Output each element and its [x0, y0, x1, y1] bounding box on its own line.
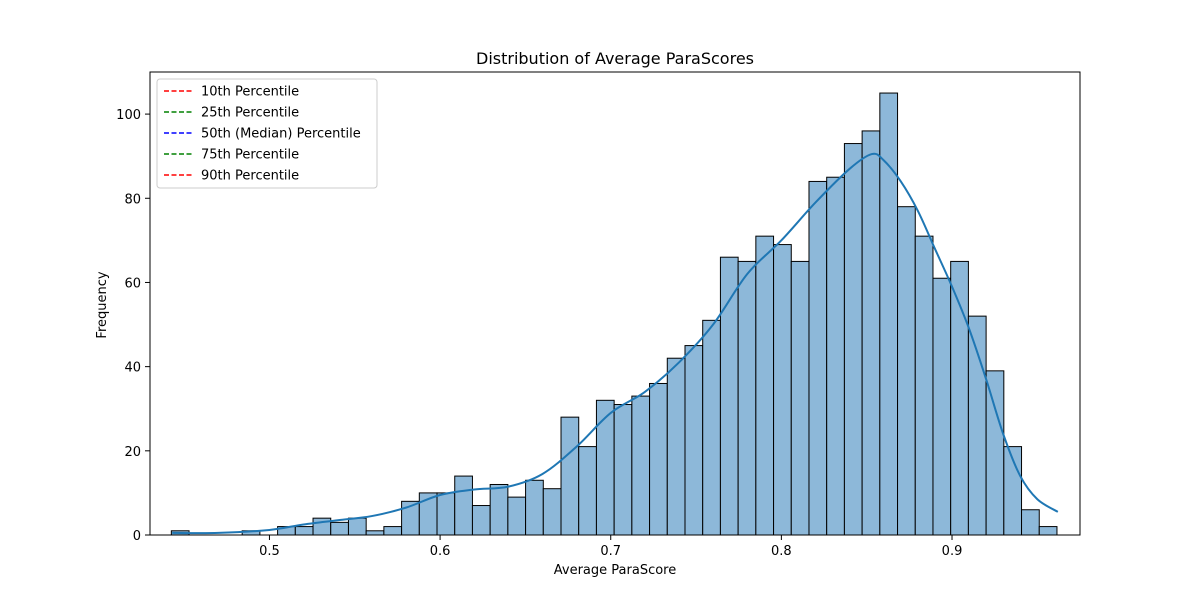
y-tick-label: 60	[124, 276, 141, 291]
histogram-bar	[347, 517, 367, 536]
histogram-bar	[985, 370, 1005, 536]
histogram-bar	[684, 345, 704, 536]
histogram-bar	[595, 399, 615, 536]
histogram-bar	[294, 526, 314, 536]
y-tick-label: 40	[124, 361, 141, 376]
y-tick-label: 80	[124, 192, 141, 207]
histogram-bar	[525, 479, 544, 536]
histogram-bar	[578, 446, 597, 536]
histogram-bar	[826, 176, 845, 536]
histogram-bar	[790, 260, 810, 536]
histogram-bar	[631, 395, 651, 536]
x-tick-label: 0.9	[942, 544, 963, 559]
histogram-bar	[649, 382, 668, 536]
legend-box	[156, 78, 378, 189]
y-tick-label: 0	[133, 529, 141, 544]
legend-label: 10th Percentile	[201, 85, 299, 100]
x-tick-label: 0.6	[430, 544, 451, 559]
histogram-bar	[808, 180, 828, 536]
histogram-bar	[932, 277, 952, 536]
plot-frame	[149, 71, 1081, 536]
histogram-bar	[507, 496, 527, 536]
x-tick-label: 0.5	[259, 544, 280, 559]
histogram-bar	[861, 130, 881, 536]
histogram-bar	[755, 235, 775, 536]
histogram-bar	[489, 483, 509, 536]
histogram-bar	[542, 488, 562, 536]
histogram-bar	[1038, 526, 1058, 536]
histogram-bar	[737, 260, 757, 536]
histogram-bar	[383, 526, 403, 536]
legend: 10th Percentile 25th Percentile 50th (Medi…	[156, 78, 378, 189]
x-axis-label: Average ParaScore	[554, 563, 676, 578]
histogram-bar	[613, 404, 633, 536]
histogram-bar	[436, 492, 456, 536]
histogram-bar	[843, 143, 863, 536]
y-tick-label: 100	[116, 108, 141, 123]
histogram-bar	[454, 475, 473, 536]
y-axis-label: Frequency	[95, 271, 110, 338]
x-tick-label: 0.7	[600, 544, 621, 559]
histogram-bar	[1021, 509, 1040, 536]
histogram-bar	[702, 319, 721, 536]
histogram-bar	[914, 235, 934, 536]
kde-line	[172, 152, 1059, 535]
histogram-bar	[967, 315, 987, 536]
legend-label: 75th Percentile	[201, 148, 299, 163]
histogram-bar	[897, 206, 916, 536]
x-tick-label: 0.8	[771, 544, 792, 559]
histogram-bar	[560, 416, 580, 536]
y-tick-label: 20	[124, 445, 141, 460]
axes-layer: 0.5 0.6 0.7 0.8 0.9 0 20 40 60 80 100	[116, 71, 1081, 559]
legend-label: 25th Percentile	[201, 106, 299, 121]
bars-layer	[170, 92, 1058, 536]
histogram-bar	[666, 357, 686, 536]
histogram-bar	[773, 244, 792, 536]
legend-label: 90th Percentile	[201, 169, 299, 184]
kde-layer	[172, 152, 1059, 535]
legend-label: 50th (Median) Percentile	[201, 127, 361, 142]
histogram-bar	[365, 530, 385, 536]
chart-title: Distribution of Average ParaScores	[476, 49, 754, 68]
histogram-bar	[471, 505, 491, 536]
histogram-bar	[330, 521, 349, 536]
